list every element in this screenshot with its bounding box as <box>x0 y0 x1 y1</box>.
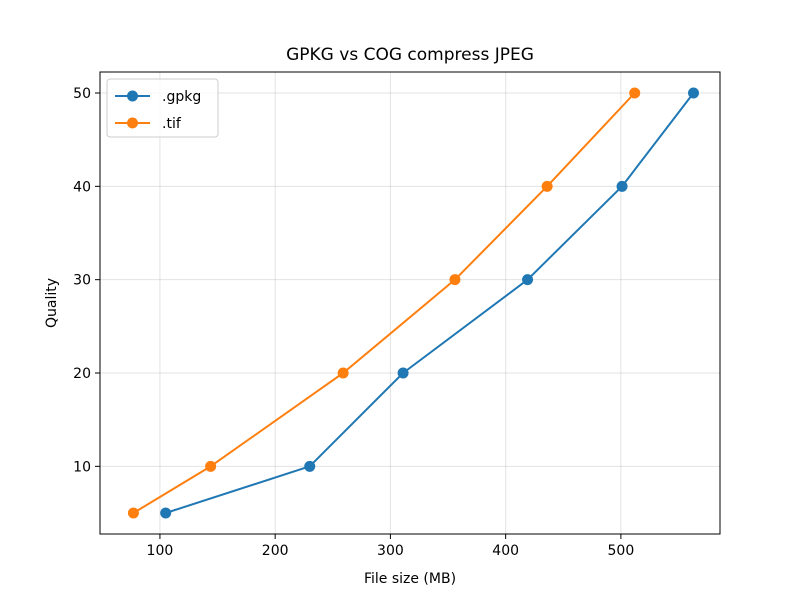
plot-frame <box>99 71 721 535</box>
x-tick-label: 300 <box>377 543 404 559</box>
data-point <box>687 87 699 99</box>
axes: 100 200 300 400 500 10 20 30 40 50 <box>73 86 634 559</box>
data-point <box>629 87 641 99</box>
grid <box>100 72 720 534</box>
legend: .gpkg .tif <box>106 78 219 138</box>
data-point <box>127 507 139 519</box>
data-point <box>160 507 172 519</box>
legend-label: .gpkg <box>162 89 201 105</box>
series-1 <box>127 87 641 519</box>
data-point <box>522 274 534 286</box>
legend-entry: .tif <box>115 116 182 132</box>
data-point <box>205 460 217 472</box>
x-axis-label: File size (MB) <box>364 571 456 587</box>
y-tick-label: 40 <box>73 179 91 195</box>
data-point <box>449 274 461 286</box>
legend-marker <box>127 117 138 129</box>
data-point <box>337 367 349 379</box>
x-tick-label: 400 <box>492 543 519 559</box>
series-line <box>165 92 695 514</box>
data-point <box>541 180 553 192</box>
data-point <box>304 460 316 472</box>
chart-title: GPKG vs COG compress JPEG <box>286 45 534 65</box>
legend-marker <box>127 90 138 102</box>
legend-label: .tif <box>162 116 182 132</box>
series-lines <box>127 87 699 519</box>
data-point <box>616 180 628 192</box>
y-tick-label: 30 <box>73 273 91 289</box>
series-line <box>132 92 636 514</box>
x-tick-label: 100 <box>147 543 174 559</box>
y-tick-label: 50 <box>73 86 91 102</box>
y-tick-label: 10 <box>73 459 91 475</box>
series-0 <box>160 87 699 519</box>
legend-entry: .gpkg <box>115 89 201 105</box>
y-tick-label: 20 <box>73 366 91 382</box>
data-point <box>397 367 409 379</box>
x-tick-label: 200 <box>262 543 289 559</box>
y-axis-label: Quality <box>44 278 60 328</box>
x-tick-label: 500 <box>608 543 635 559</box>
